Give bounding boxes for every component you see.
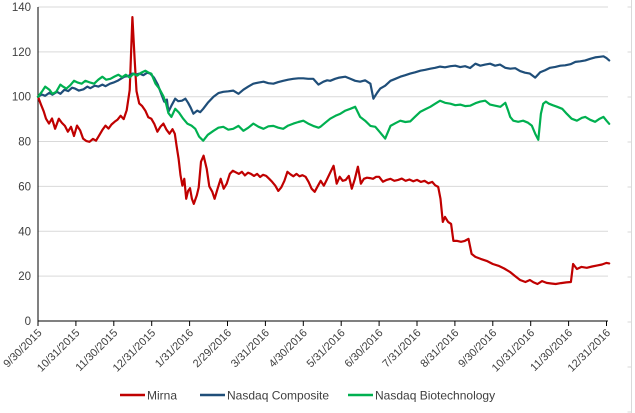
y-axis-tick-label: 60 [18,181,31,193]
y-axis-tick-label: 20 [18,271,31,283]
y-axis-tick-label: 100 [12,92,31,104]
y-axis-tick-label: 140 [12,2,31,14]
legend-label: Nasdaq Composite [227,389,329,403]
x-axis-tick-label: 4/30/2016 [267,327,310,370]
x-axis-tick-label: 2/29/2016 [191,327,234,370]
series-line-mirna [36,16,611,286]
series-line-nasdaq-composite [36,55,611,115]
x-axis-tick-label: 5/31/2016 [305,327,348,370]
x-axis-tick-label: 1/31/2016 [153,327,196,370]
x-axis-tick-label: 3/31/2016 [229,327,272,370]
y-axis-tick-label: 120 [12,47,31,59]
series-line-nasdaq-biotechnology [36,69,611,142]
x-axis-tick-label: 8/31/2016 [418,327,461,370]
x-axis-tick-label: 7/31/2016 [380,327,423,370]
x-axis-tick-label: 6/30/2016 [343,327,386,370]
legend-label: Nasdaq Biotechnology [375,389,495,403]
y-axis-tick-label: 80 [18,137,31,149]
y-axis-tick-label: 40 [18,226,31,238]
legend-label: Mirna [147,389,177,403]
y-axis-tick-label: 0 [25,316,31,328]
